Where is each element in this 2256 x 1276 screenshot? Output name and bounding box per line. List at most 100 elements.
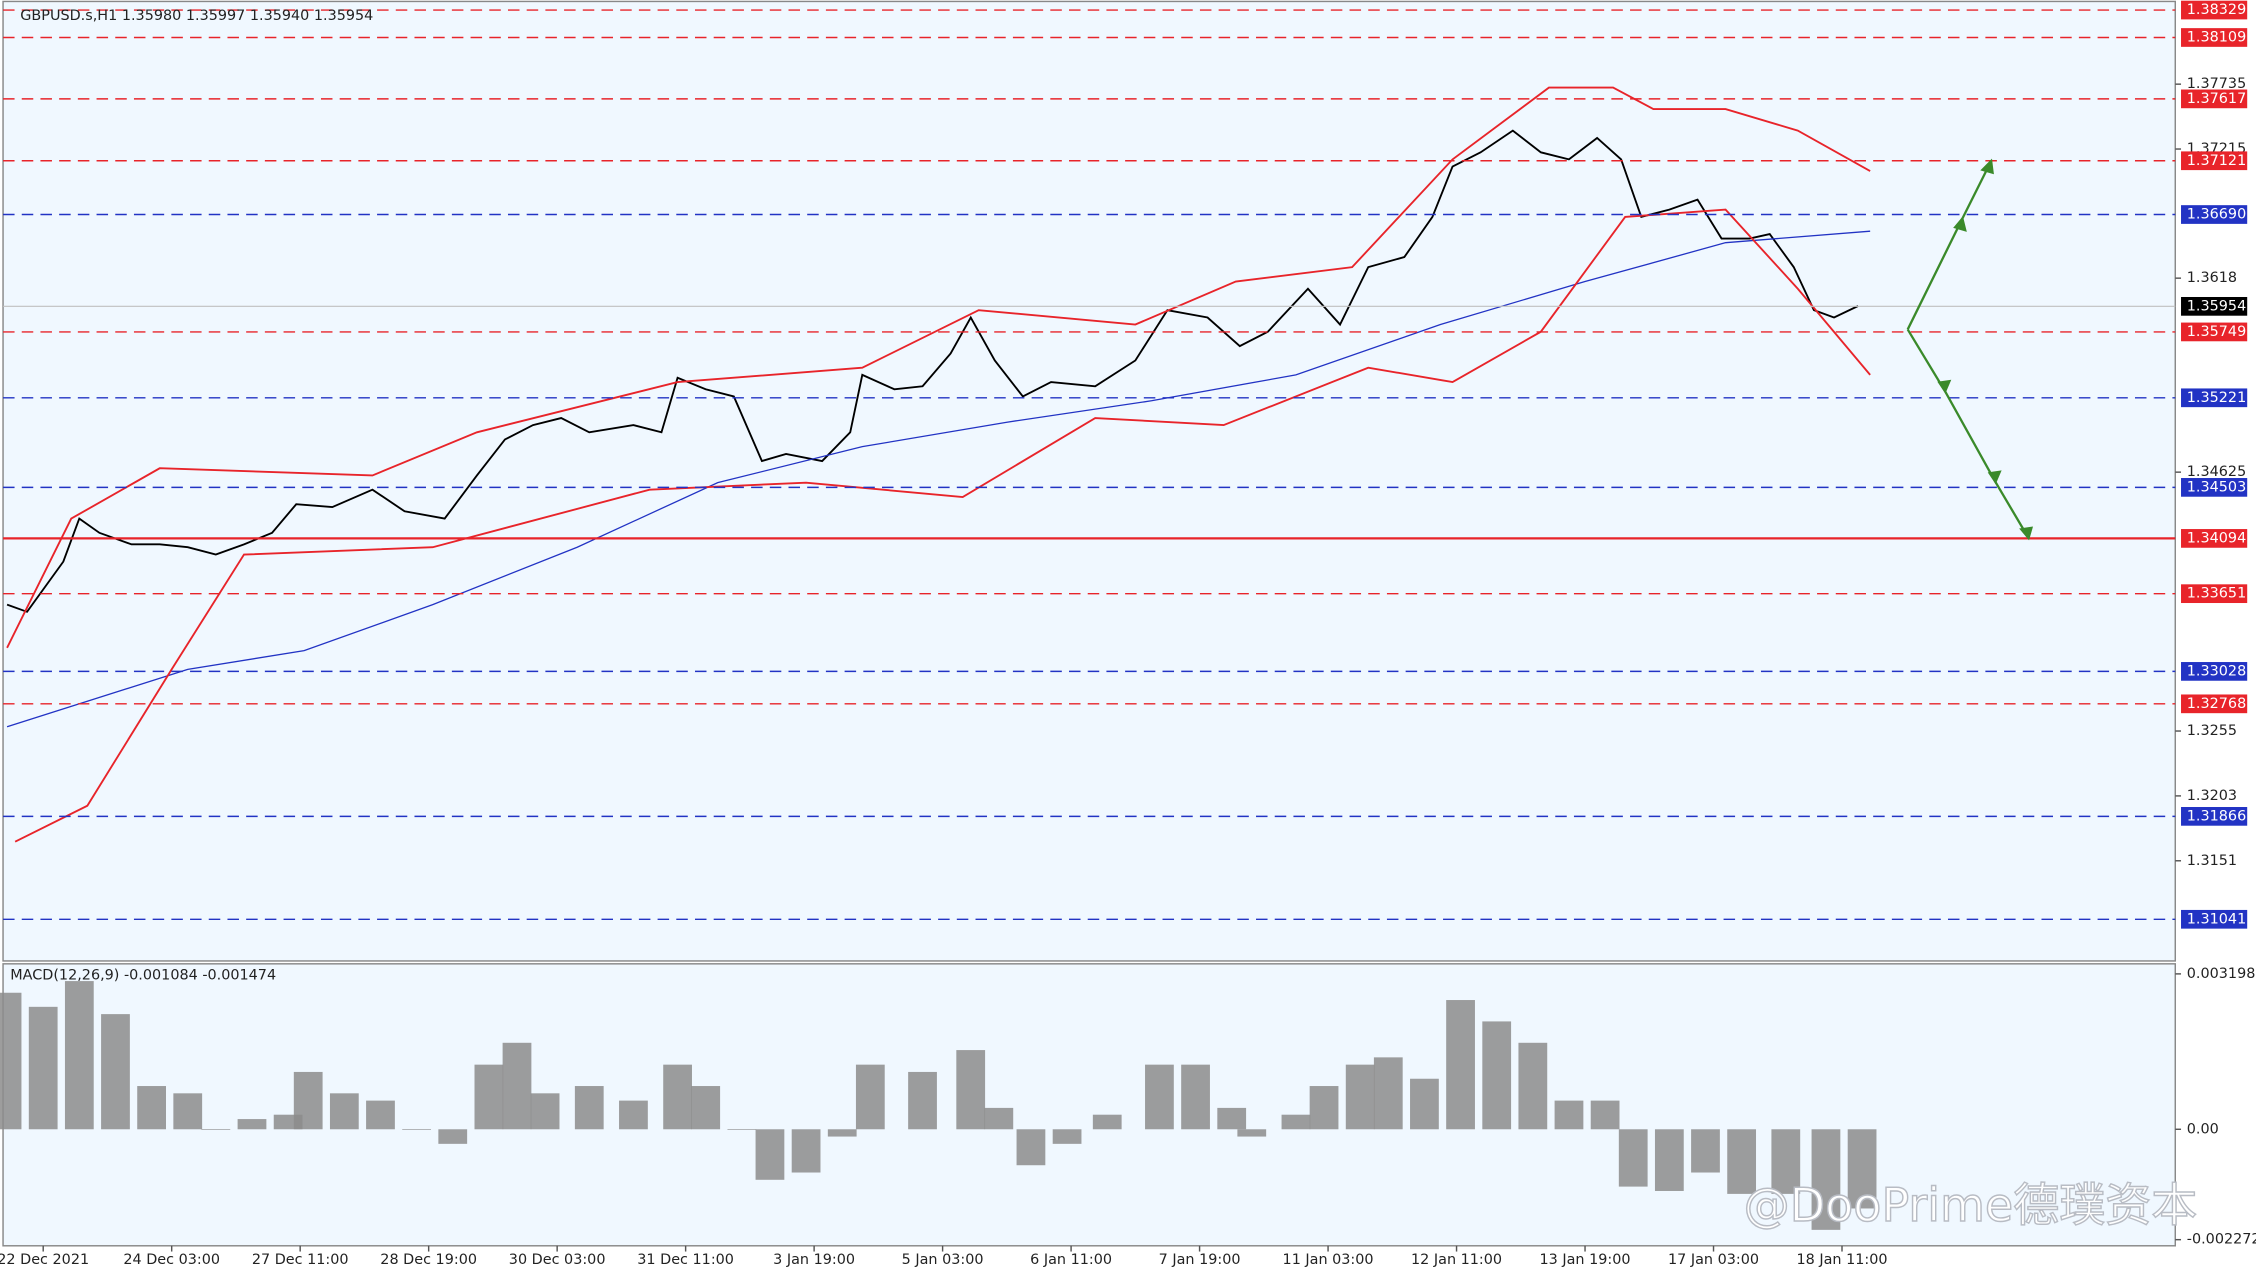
level-tag (2181, 322, 2248, 342)
macd-bar (956, 1050, 986, 1130)
macd-bar (574, 1086, 604, 1130)
macd-bar (691, 1086, 721, 1130)
level-tag (2181, 151, 2248, 171)
macd-bar (1446, 1000, 1475, 1130)
level-tag (2181, 478, 2248, 497)
macd-bar (1691, 1129, 1720, 1173)
level-label: 1.36690 (2187, 207, 2246, 223)
current-price-tag (2181, 296, 2248, 316)
macd-bar (1181, 1064, 1210, 1130)
x-tick-label: 12 Jan 11:00 (1411, 1252, 1502, 1268)
macd-bar (502, 1042, 532, 1130)
macd-bar (1811, 1129, 1841, 1230)
x-tick-label: 7 Jan 19:00 (1159, 1252, 1241, 1268)
x-tick-label: 5 Jan 03:00 (902, 1252, 984, 1268)
macd-bar (293, 1071, 323, 1130)
macd-bar (1654, 1129, 1684, 1191)
macd-bar (173, 1093, 203, 1130)
level-label: 1.37617 (2187, 91, 2246, 107)
macd-bar (827, 1129, 857, 1137)
y-tick-label: 1.3618 (2187, 270, 2237, 286)
level-label: 1.38329 (2187, 2, 2246, 18)
price-line (6, 129, 1859, 613)
macd-bar (755, 1129, 785, 1180)
macd-bar (201, 1129, 231, 1130)
x-tick-label: 24 Dec 03:00 (123, 1252, 220, 1268)
level-label: 1.38109 (2187, 29, 2246, 45)
macd-bar (1410, 1078, 1439, 1130)
level-tag (2181, 89, 2248, 109)
x-tick-label: 30 Dec 03:00 (509, 1252, 606, 1268)
macd-bar (474, 1064, 504, 1130)
x-tick-label: 22 Dec 2021 (0, 1252, 89, 1268)
level-tag (2181, 807, 2248, 826)
x-tick-label: 11 Jan 03:00 (1283, 1252, 1374, 1268)
macd-bar (438, 1129, 468, 1144)
level-label: 1.33651 (2187, 586, 2246, 602)
macd-bar (1373, 1057, 1403, 1130)
macd-bar (1771, 1129, 1801, 1194)
macd-bar (137, 1086, 166, 1130)
level-tag (2181, 388, 2248, 408)
level-label: 1.33028 (2187, 663, 2246, 679)
macd-bar (1482, 1021, 1512, 1130)
level-tag (2181, 909, 2248, 929)
y-tick-label: 1.37735 (2187, 76, 2246, 92)
macd-bar (908, 1071, 937, 1130)
macd-bar (28, 1006, 58, 1130)
macd-bar (0, 992, 22, 1130)
macd-bar (1518, 1042, 1548, 1130)
macd-bar (1727, 1129, 1757, 1194)
macd-bar (663, 1064, 692, 1130)
level-label: 1.31041 (2187, 911, 2246, 927)
x-tick-label: 31 Dec 11:00 (637, 1252, 734, 1268)
macd-bar (101, 1014, 130, 1130)
level-label: 1.32768 (2187, 696, 2246, 712)
watermark: @DooPrime德璞资本 (1744, 1178, 2198, 1232)
macd-bar (1554, 1100, 1584, 1130)
x-tick-label: 18 Jan 11:00 (1796, 1252, 1887, 1268)
projection-arrows (1906, 158, 2034, 541)
macd-bar (1145, 1064, 1174, 1130)
macd-bar (1052, 1129, 1082, 1144)
level-tag (2181, 0, 2248, 20)
level-tag (2181, 662, 2248, 681)
macd-bar (366, 1100, 395, 1130)
y-tick-label: 1.3203 (2187, 788, 2237, 804)
current-price-label: 1.35954 (2187, 298, 2246, 314)
macd-bar (1345, 1064, 1375, 1130)
price-line (6, 86, 1871, 649)
macd-bar (64, 981, 94, 1130)
macd-bar (984, 1107, 1014, 1130)
macd-bar (237, 1119, 267, 1130)
macd-bar (619, 1100, 648, 1130)
level-label: 1.34094 (2187, 530, 2246, 546)
macd-bar (1217, 1107, 1247, 1130)
macd-bar (329, 1093, 359, 1130)
macd-bar (1092, 1114, 1122, 1130)
x-tick-label: 17 Jan 03:00 (1668, 1252, 1759, 1268)
macd-bar (855, 1064, 885, 1130)
level-label: 1.35221 (2187, 390, 2246, 406)
y-tick-label: -0.002272 (2187, 1232, 2256, 1248)
macd-bar (1016, 1129, 1046, 1166)
x-tick-label: 13 Jan 19:00 (1540, 1252, 1631, 1268)
macd-bar (727, 1129, 757, 1130)
macd-bar (1309, 1086, 1339, 1130)
macd-bar (1590, 1100, 1620, 1130)
x-tick-label: 28 Dec 19:00 (380, 1252, 477, 1268)
level-label: 1.31866 (2187, 808, 2246, 824)
y-tick-label: 1.3151 (2187, 853, 2237, 869)
level-tag (2181, 205, 2248, 224)
level-label: 1.34503 (2187, 479, 2246, 495)
macd-bar (1281, 1114, 1311, 1130)
macd-bar (1618, 1129, 1648, 1187)
macd-bar (1237, 1129, 1267, 1137)
macd-bar (402, 1129, 431, 1130)
level-tag (2181, 28, 2248, 47)
level-label: 1.37121 (2187, 153, 2246, 169)
macd-bar (1847, 1129, 1877, 1209)
level-label: 1.35749 (2187, 324, 2246, 340)
chart-title: GBPUSD.s,H1 1.35980 1.35997 1.35940 1.35… (20, 8, 373, 24)
